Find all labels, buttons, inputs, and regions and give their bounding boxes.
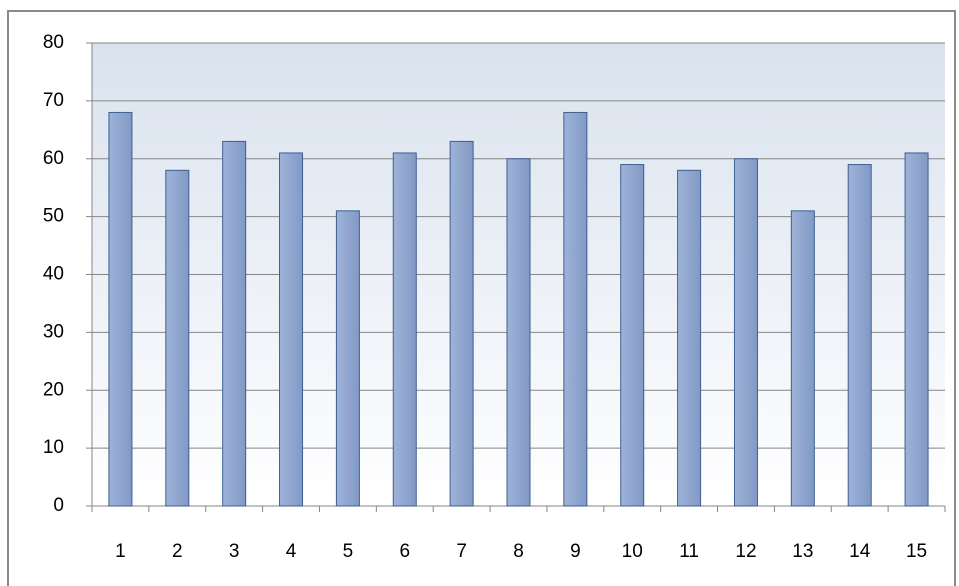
x-tick-label: 4 bbox=[286, 541, 297, 562]
x-tick-label: 11 bbox=[679, 541, 699, 562]
y-tick-label: 60 bbox=[43, 148, 64, 169]
bar bbox=[449, 140, 474, 507]
bar bbox=[222, 140, 247, 507]
x-tick-label: 14 bbox=[849, 541, 871, 562]
bar bbox=[904, 152, 929, 507]
y-tick-label: 70 bbox=[43, 90, 64, 111]
y-tick-label: 30 bbox=[43, 321, 64, 342]
x-tick-label: 3 bbox=[229, 541, 240, 562]
y-tick-label: 10 bbox=[43, 437, 64, 458]
x-tick-label: 9 bbox=[570, 541, 581, 562]
x-tick-label: 5 bbox=[343, 541, 354, 562]
bar bbox=[165, 169, 190, 507]
bar bbox=[847, 164, 872, 507]
x-tick-label: 6 bbox=[399, 541, 410, 562]
bar bbox=[620, 164, 645, 507]
bar bbox=[506, 158, 531, 507]
bar bbox=[790, 210, 815, 507]
bar bbox=[733, 158, 758, 507]
x-tick-label: 2 bbox=[172, 541, 183, 562]
y-tick-label: 20 bbox=[43, 379, 64, 400]
x-tick-label: 10 bbox=[622, 541, 643, 562]
x-tick-label: 7 bbox=[456, 541, 467, 562]
bar bbox=[563, 111, 588, 507]
y-tick-label: 40 bbox=[43, 264, 64, 285]
x-tick-label: 1 bbox=[115, 541, 126, 562]
x-tick-label: 8 bbox=[513, 541, 524, 562]
bar bbox=[335, 210, 360, 507]
x-tick-label: 15 bbox=[906, 541, 927, 562]
y-tick-label: 0 bbox=[53, 495, 64, 516]
x-tick-label: 13 bbox=[792, 541, 813, 562]
y-tick-label: 80 bbox=[43, 32, 64, 53]
y-tick-label: 50 bbox=[43, 206, 64, 227]
bar bbox=[108, 111, 133, 507]
bar bbox=[677, 169, 702, 507]
bar bbox=[279, 152, 304, 507]
x-tick-label: 12 bbox=[735, 541, 756, 562]
bar bbox=[392, 152, 417, 507]
